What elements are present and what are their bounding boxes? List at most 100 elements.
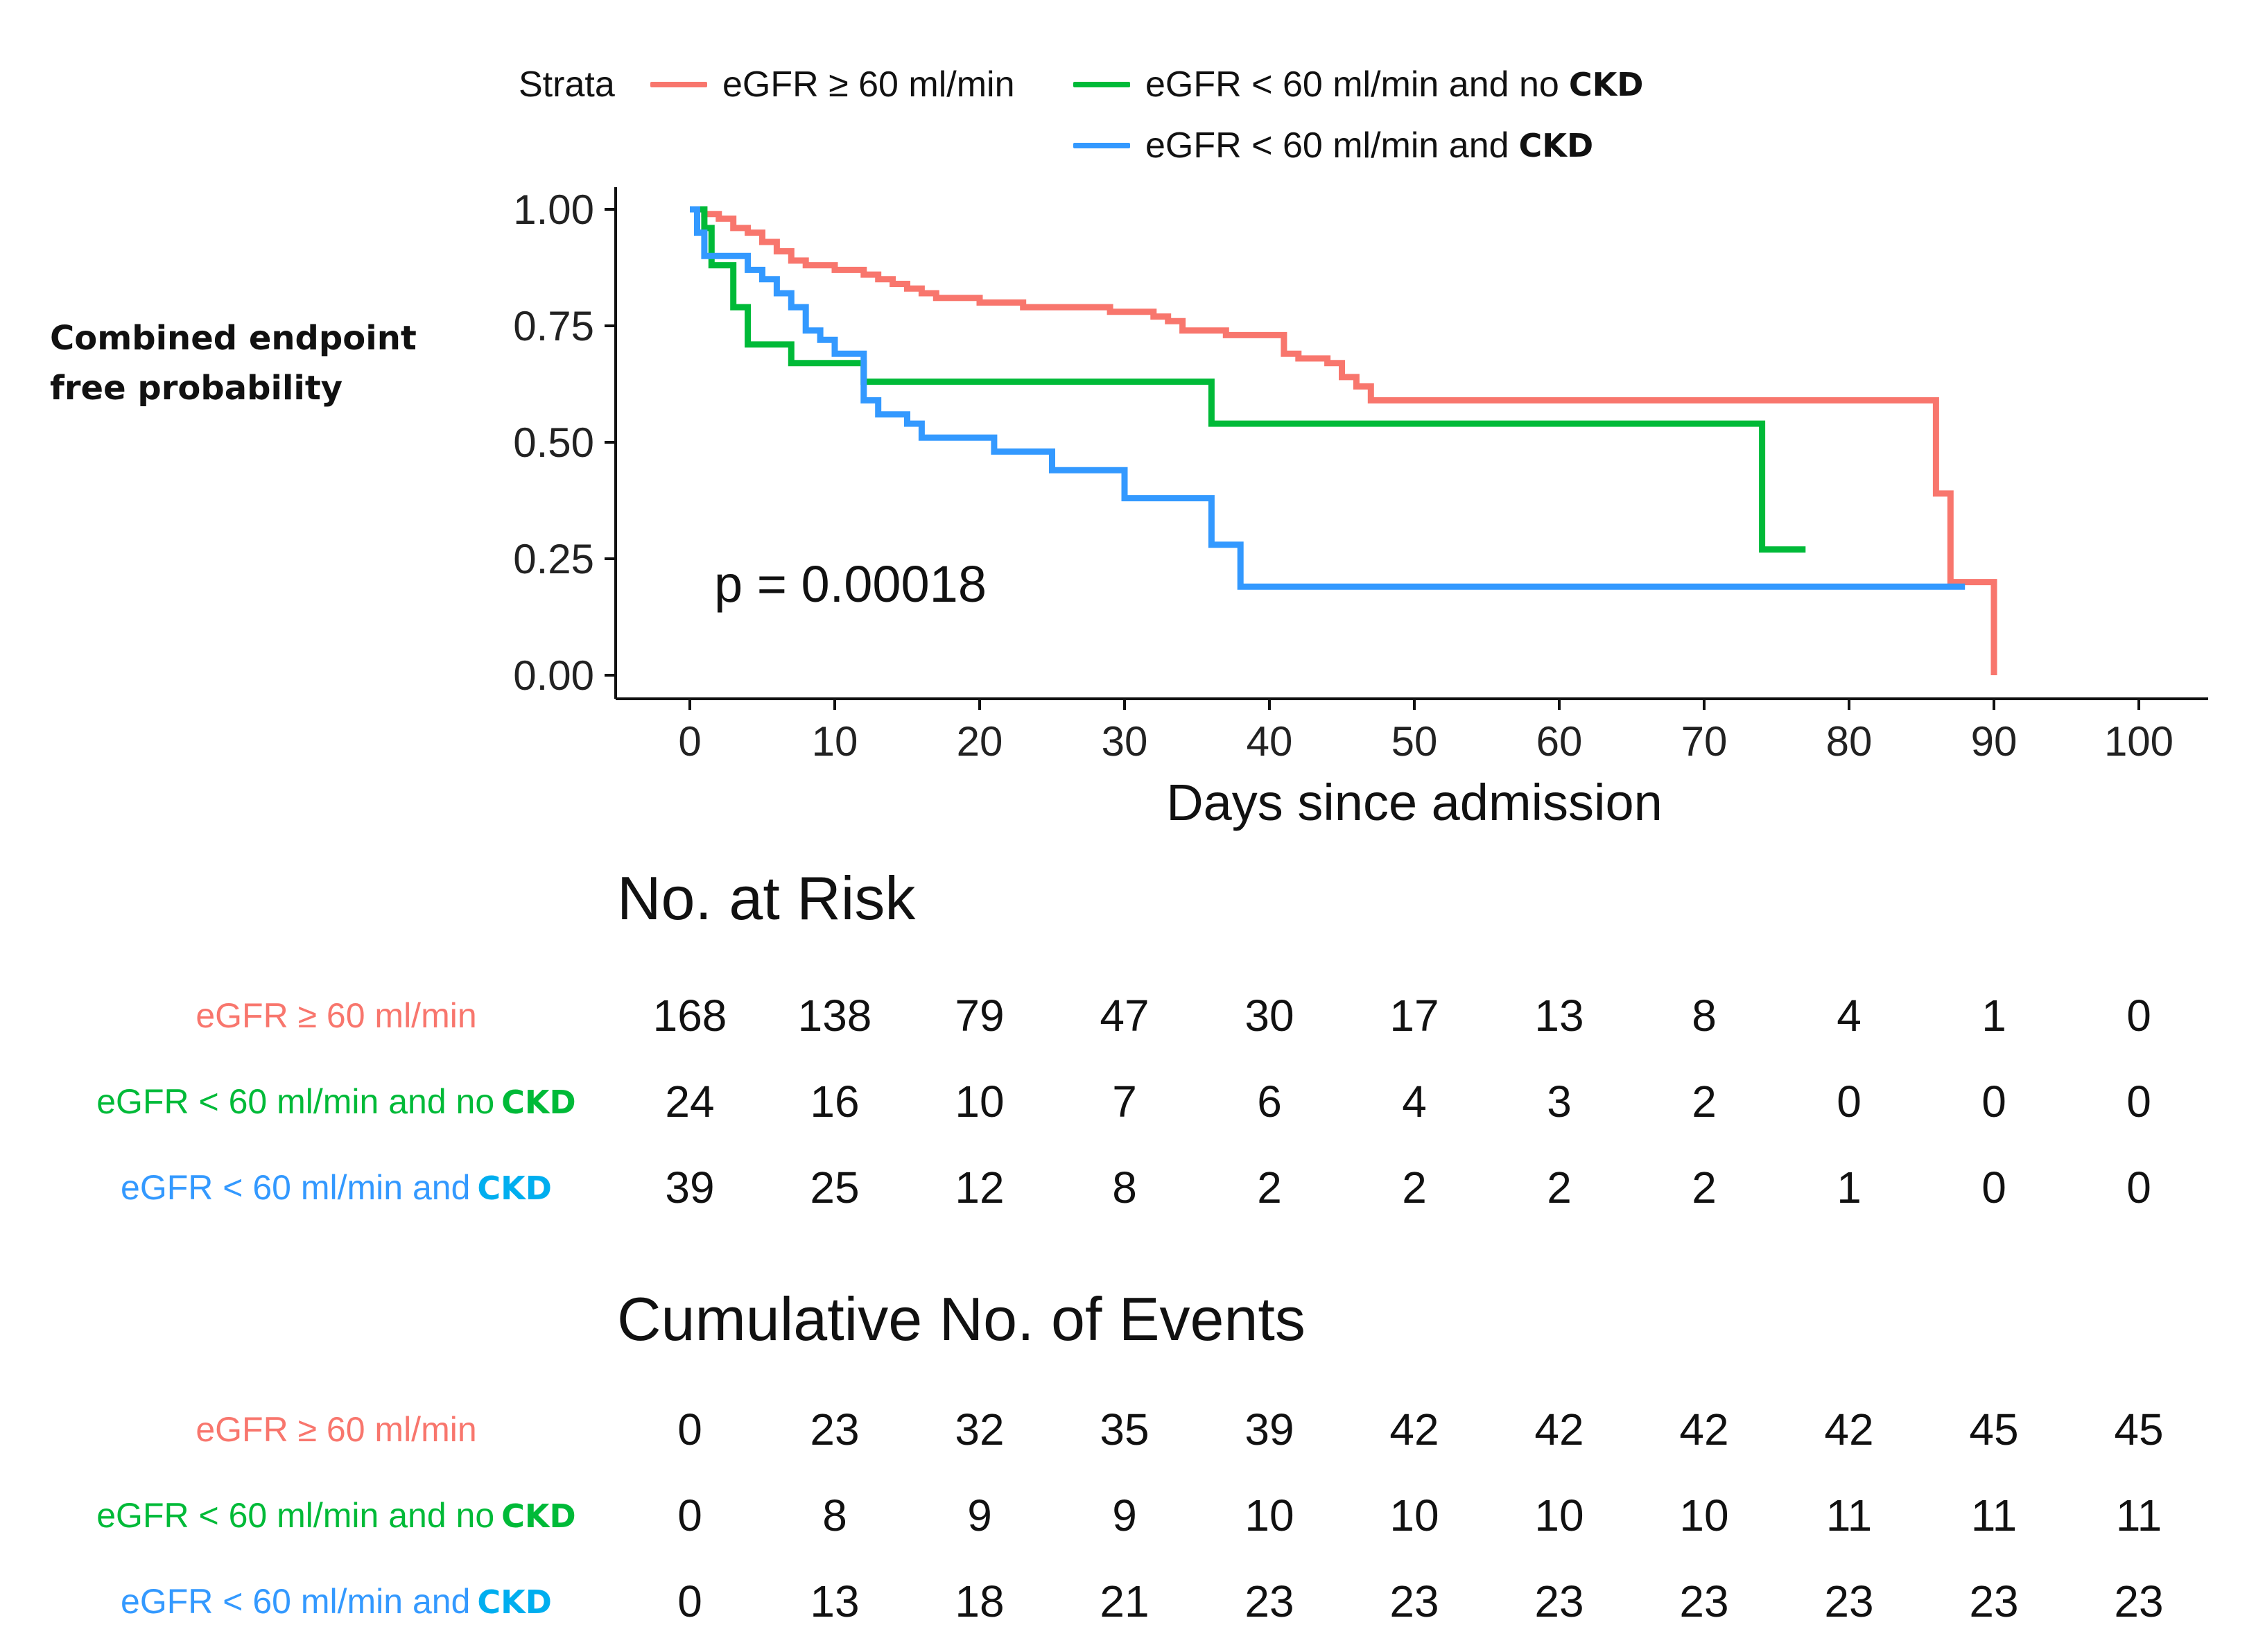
events-table-cell: 11 [1970,1490,2018,1540]
events-table-row-label-text: eGFR ≥ 60 ml/min [196,1410,477,1449]
events-table-row-label: eGFR < 60 ml/min and no CKD [42,1495,631,1536]
y-tick-label: 0.25 [513,536,594,582]
risk-table-row-label-bold: CKD [501,1084,576,1121]
risk-table-cell: 0 [1981,1077,2006,1127]
x-tick-label: 100 [2104,718,2174,765]
legend-swatch-blue [1073,143,1130,148]
y-tick-label: 0.50 [513,419,594,466]
risk-table-row-label-text: eGFR < 60 ml/min and [121,1168,471,1207]
x-tick-label: 40 [1247,718,1293,765]
events-table-cell: 35 [1100,1405,1149,1454]
risk-table-cell: 12 [955,1163,1005,1212]
risk-table-cell: 0 [2126,1163,2151,1212]
curve-egfr-low-ckd [690,206,1966,590]
risk-table-cell: 47 [1100,991,1149,1041]
legend-label-bold: CKD [1568,66,1644,103]
legend-item-egfr-low-ckd: eGFR < 60 ml/min and CKD [1073,125,1593,166]
legend-label-bold: CKD [1518,127,1594,164]
risk-table-title: No. at Risk [617,864,916,932]
y-tick-label: 0.00 [513,652,594,699]
risk-table-row-label: eGFR < 60 ml/min and no CKD [42,1081,631,1122]
legend-swatch-red [650,82,707,87]
x-tick-label: 10 [812,718,858,765]
events-table-cell: 23 [1534,1576,1584,1626]
y-axis-title-line-2: free probability [50,369,343,408]
y-tick-label: 0.75 [513,303,594,349]
events-table-cell: 10 [1679,1490,1729,1540]
risk-table-row-label: eGFR < 60 ml/min and CKD [42,1167,631,1208]
events-table-cell: 18 [955,1576,1005,1626]
events-table-cell: 23 [1389,1576,1439,1626]
risk-table-cell: 39 [665,1163,715,1212]
risk-table-cell: 4 [1402,1077,1427,1127]
legend-label: eGFR ≥ 60 ml/min [722,64,1015,105]
events-table-row-label: eGFR ≥ 60 ml/min [42,1409,631,1450]
events-table-cell: 42 [1824,1405,1874,1454]
events-table-cell: 42 [1389,1405,1439,1454]
events-table-cell: 45 [1969,1405,2019,1454]
risk-table-cell: 0 [2126,1077,2151,1127]
legend-label: eGFR < 60 ml/min and [1145,125,1509,166]
y-tick-label: 1.00 [513,186,594,233]
x-tick-label: 90 [1971,718,2018,765]
legend-label: eGFR < 60 ml/min and no [1145,64,1559,105]
y-axis-title-line-1: Combined endpoint [50,319,417,358]
x-tick-label: 0 [678,718,701,765]
events-table-cell: 32 [955,1405,1005,1454]
risk-table-cell: 2 [1547,1163,1572,1212]
risk-table-cell: 0 [1837,1077,1862,1127]
events-table-cell: 21 [1100,1576,1149,1626]
events-table-cell: 23 [1824,1576,1874,1626]
risk-table-cell: 7 [1112,1077,1137,1127]
km-plot: 0.00 0.25 0.50 0.75 1.00 0 10 20 30 40 50 60 70 80 90 1… [513,186,2208,831]
events-table-cell: 10 [1389,1490,1439,1540]
curve-egfr-low-no-ckd [690,206,1806,553]
risk-table-cell: 79 [955,991,1005,1041]
risk-table-cell: 0 [2126,991,2151,1041]
events-table-row-label: eGFR < 60 ml/min and CKD [42,1581,631,1621]
events-table-cell: 11 [2115,1490,2162,1540]
events-table-cell: 8 [822,1490,847,1540]
risk-table-cell: 2 [1402,1163,1427,1212]
risk-table-cell: 1 [1837,1163,1862,1212]
x-tick-label: 30 [1102,718,1148,765]
events-table-row-label-bold: CKD [501,1497,576,1535]
risk-table-cell: 8 [1112,1163,1137,1212]
risk-table-row-label-bold: CKD [477,1170,552,1207]
y-axis-title: Combined endpoint free probability [50,313,417,413]
events-table-cell: 9 [967,1490,992,1540]
risk-table-cell: 8 [1692,991,1717,1041]
risk-table-cell: 6 [1257,1077,1282,1127]
events-table-cell: 10 [1244,1490,1294,1540]
events-table-cell: 11 [1825,1490,1873,1540]
risk-table-cell: 2 [1692,1077,1717,1127]
events-table-row-label-bold: CKD [477,1583,552,1621]
risk-table-cell: 16 [810,1077,860,1127]
x-tick-label: 50 [1391,718,1438,765]
risk-table-cell: 4 [1837,991,1862,1041]
legend-swatch-green [1073,82,1130,87]
risk-table-cell: 3 [1547,1077,1572,1127]
risk-table-cell: 10 [955,1077,1005,1127]
x-tick-label: 70 [1681,718,1728,765]
p-value-annotation: p = 0.00018 [714,555,987,613]
events-table-cell: 23 [2114,1576,2164,1626]
legend-item-egfr-low-no-ckd: eGFR < 60 ml/min and no CKD [1073,64,1643,105]
events-table-title: Cumulative No. of Events [617,1285,1305,1353]
events-table-cell: 9 [1112,1490,1137,1540]
events-table-cell: 0 [677,1576,702,1626]
events-table-cell: 42 [1679,1405,1729,1454]
events-table-cell: 0 [677,1405,702,1454]
events-table-cell: 23 [1244,1576,1294,1626]
events-table-cell: 23 [1969,1576,2019,1626]
risk-table-cell: 24 [665,1077,715,1127]
curve-egfr-high [690,206,1997,675]
events-table-cell: 42 [1534,1405,1584,1454]
risk-table-row-label-text: eGFR ≥ 60 ml/min [196,996,477,1035]
events-table-cell: 10 [1534,1490,1584,1540]
risk-table-cell: 30 [1244,991,1294,1041]
events-table-row-label-text: eGFR < 60 ml/min and [121,1582,471,1621]
risk-table-cell: 2 [1692,1163,1717,1212]
risk-table-cell: 17 [1389,991,1439,1041]
